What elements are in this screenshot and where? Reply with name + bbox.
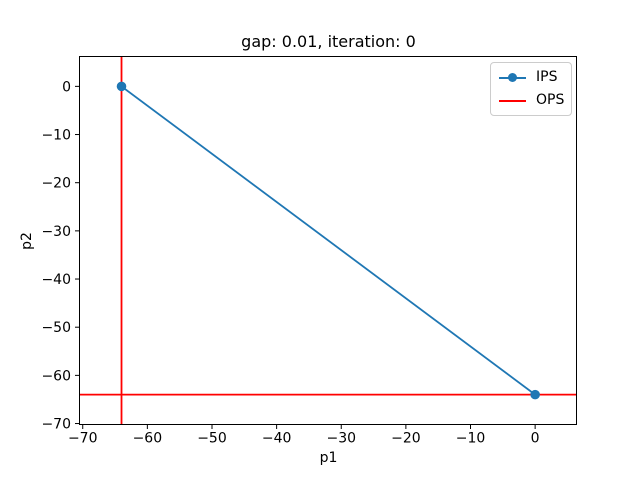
y-tick-label: −40	[41, 272, 71, 288]
x-tick-label: −50	[197, 431, 227, 447]
y-tick-label: −50	[41, 320, 71, 336]
x-tick-label: −10	[456, 431, 486, 447]
legend-item-ops: OPS	[499, 92, 565, 108]
ips-marker	[530, 389, 540, 400]
y-tick-label: 0	[62, 79, 71, 95]
legend: IPS OPS	[490, 62, 572, 116]
y-axis-label-wrap: p2	[19, 57, 35, 424]
ips-marker	[116, 81, 127, 92]
ips-line	[120, 85, 536, 396]
x-tick-label: −60	[133, 431, 163, 447]
y-axis-label: p2	[19, 231, 36, 250]
x-tick-label: −70	[68, 431, 98, 447]
x-tick-label: −40	[262, 431, 292, 447]
x-axis-label: p1	[319, 450, 338, 466]
x-tick-label: 0	[531, 431, 540, 447]
y-tick-label: −70	[41, 417, 71, 433]
x-tick-label: −30	[326, 431, 356, 447]
y-tick-label: −20	[41, 176, 71, 192]
legend-item-ips: IPS	[499, 70, 563, 85]
y-tick-label: −30	[41, 224, 71, 240]
chart-title: gap: 0.01, iteration: 0	[241, 32, 416, 51]
ops-line-swatch	[499, 95, 526, 106]
legend-label-ips: IPS	[536, 69, 558, 85]
legend-label-ops: OPS	[536, 92, 565, 108]
plot-border	[79, 56, 577, 425]
y-tick-label: −10	[41, 128, 71, 144]
ips-line-marker-swatch	[499, 72, 526, 83]
x-tick-label: −20	[391, 431, 421, 447]
y-tick-label: −60	[41, 368, 71, 384]
